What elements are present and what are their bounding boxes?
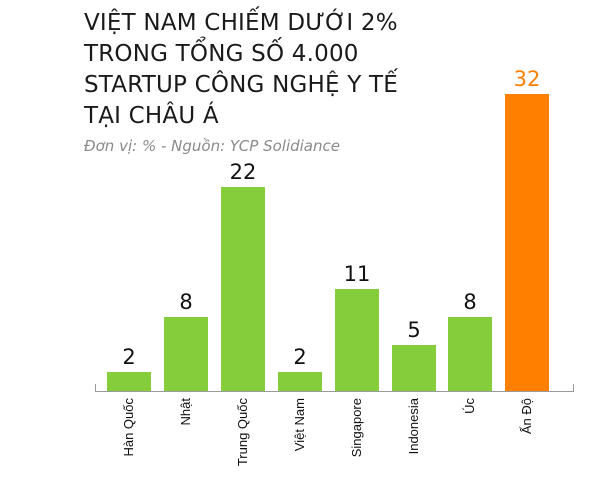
chart-title: VIỆT NAM CHIẾM DƯỚI 2% TRONG TỔNG SỐ 4.0… xyxy=(84,8,584,132)
category-label: Ấn Độ xyxy=(519,398,534,435)
data-label: 8 xyxy=(179,290,193,314)
data-label: 5 xyxy=(407,318,421,342)
bar-1 xyxy=(164,317,208,391)
title-line-1: VIỆT NAM CHIẾM DƯỚI 2% xyxy=(84,10,398,36)
chart-subtitle: Đơn vị: % - Nguồn: YCP Solidiance xyxy=(84,137,340,155)
title-line-2: TRONG TỔNG SỐ 4.000 xyxy=(84,41,359,67)
data-label: 32 xyxy=(513,67,541,91)
category-label: Indonesia xyxy=(406,398,421,455)
data-label: 2 xyxy=(122,345,136,369)
bar-3 xyxy=(278,372,322,391)
data-label: 2 xyxy=(293,345,307,369)
bar-7 xyxy=(505,94,549,391)
bar-4 xyxy=(335,289,379,391)
category-label: Việt Nam xyxy=(292,398,307,452)
category-label: Trung Quốc xyxy=(235,398,250,467)
bar-2 xyxy=(221,187,265,391)
x-axis-line xyxy=(95,391,574,392)
data-label: 11 xyxy=(343,262,371,286)
bar-0 xyxy=(107,372,151,391)
data-label: 8 xyxy=(463,290,477,314)
category-label: Nhật xyxy=(178,398,193,426)
bar-6 xyxy=(448,317,492,391)
category-label: Singapore xyxy=(349,398,364,458)
category-label: Úc xyxy=(462,398,477,414)
title-line-4: TẠI CHÂU Á xyxy=(84,103,219,129)
category-label: Hàn Quốc xyxy=(121,398,136,457)
title-line-3: STARTUP CÔNG NGHỆ Y TẾ xyxy=(84,72,398,98)
data-label: 22 xyxy=(229,160,257,184)
x-axis-right-tick xyxy=(573,384,574,392)
x-axis-left-tick xyxy=(95,384,96,392)
bar-5 xyxy=(392,345,436,391)
